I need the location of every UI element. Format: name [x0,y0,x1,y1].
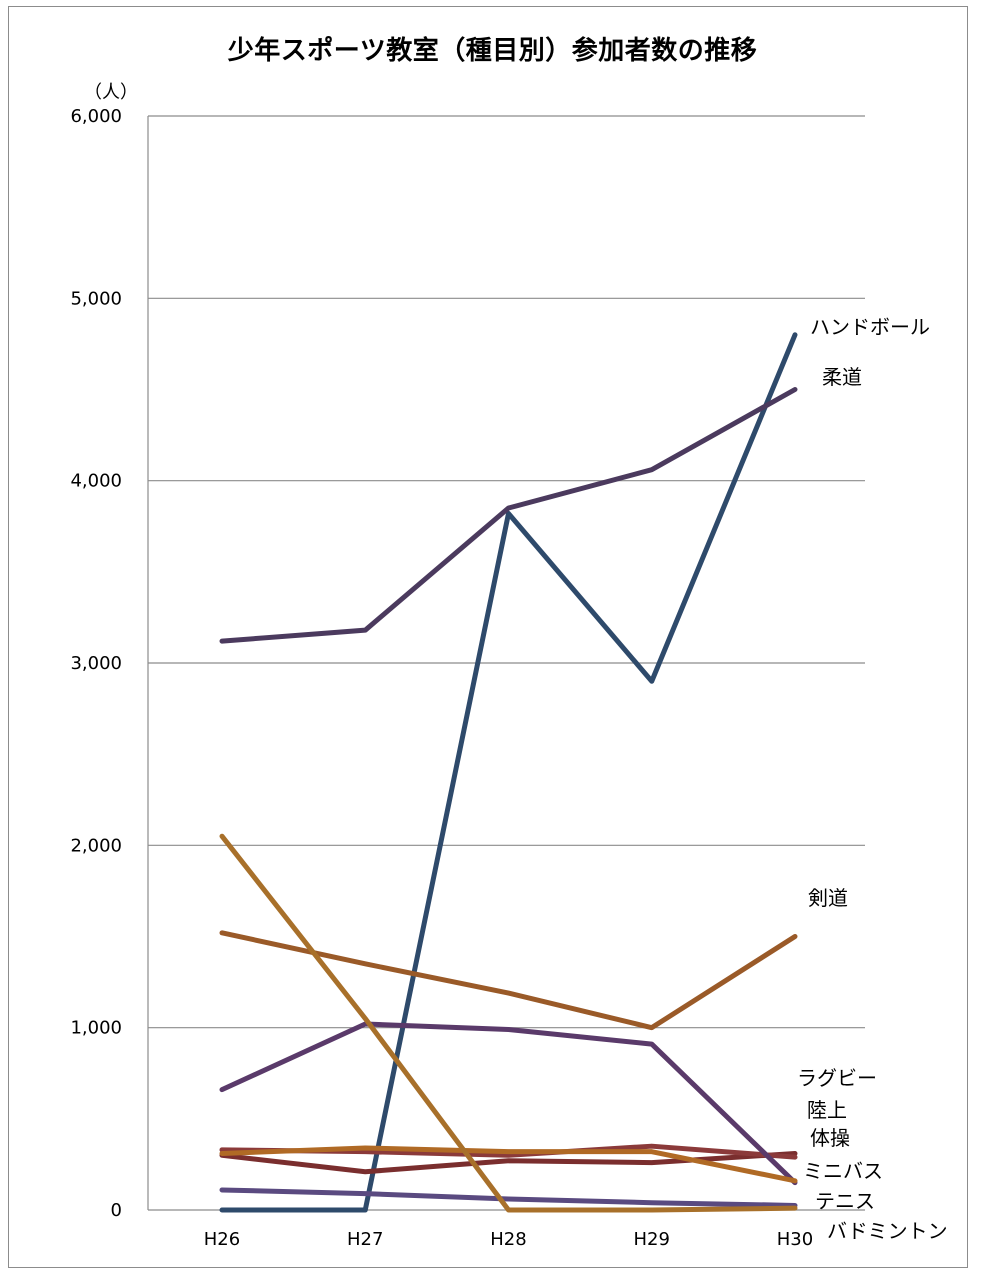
y-tick-label: 5,000 [70,288,122,309]
series-line [219,1187,798,1208]
x-tick-label: H26 [204,1229,240,1250]
y-tick-label: 6,000 [70,106,122,127]
series-label: 剣道 [808,886,848,910]
series-lines [219,332,798,1213]
y-tick-label: 4,000 [70,471,122,492]
y-tick-label: 0 [111,1200,122,1221]
series-line [219,332,798,1213]
series-label: テニス [815,1189,875,1213]
series-line [219,1145,798,1184]
y-tick-label: 3,000 [70,653,122,674]
series-label: 柔道 [822,365,862,389]
chart-title: 少年スポーツ教室（種目別）参加者数の推移 [227,36,758,66]
series-line [219,833,798,1213]
gridlines [148,115,865,1029]
chart-frame [8,6,968,1268]
series-label: バドミントン [827,1219,948,1243]
y-tick-label: 1,000 [70,1018,122,1039]
series-line [219,387,798,644]
series-line [219,1021,798,1186]
series-label: ハンドボール [810,315,930,339]
x-tick-label: H30 [777,1229,813,1250]
y-tick-label: 2,000 [70,835,122,856]
y-axis-unit: （人） [84,82,138,103]
series-label: 陸上 [807,1098,847,1122]
axes: 0 1,000 2,000 3,000 4,000 5,000 6,000 H26 H27 H28… [70,106,865,1250]
x-tick-label: H28 [490,1229,526,1250]
series-label: ラグビー [797,1066,877,1090]
x-tick-label: H29 [634,1229,670,1250]
series-label: 体操 [810,1126,850,1150]
series-label: ミニバス [803,1159,883,1183]
series-line [219,930,798,1031]
x-tick-label: H27 [347,1229,383,1250]
